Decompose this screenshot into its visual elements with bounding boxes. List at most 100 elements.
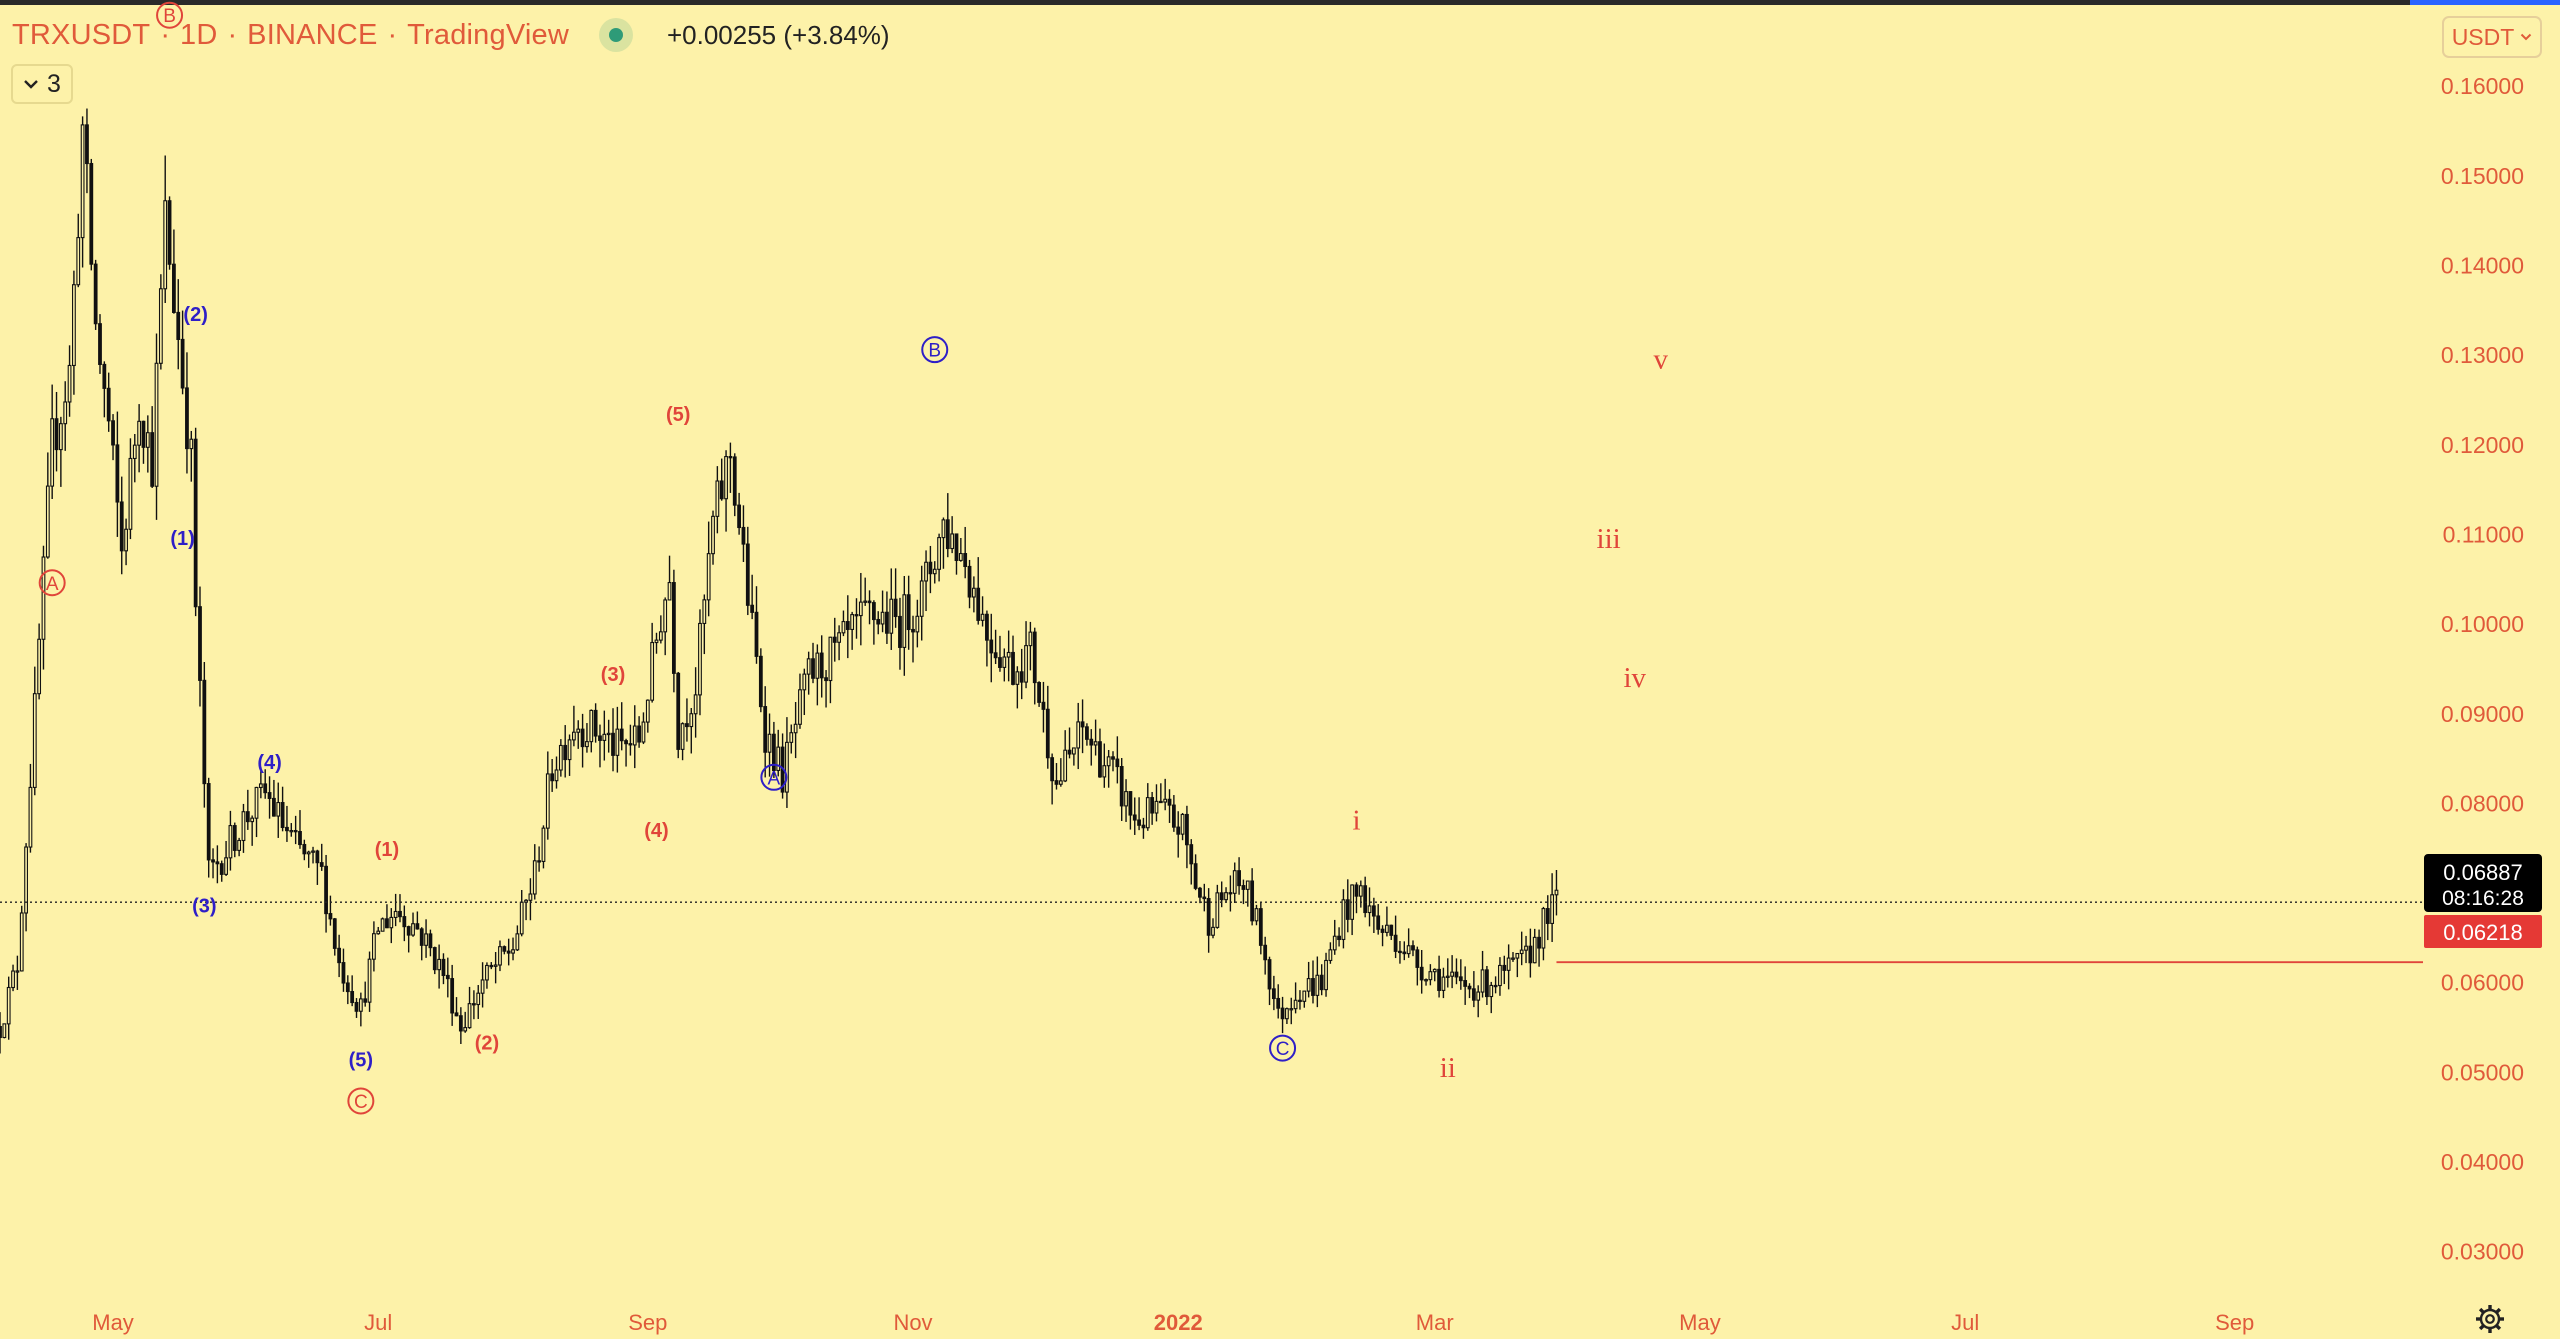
candle-body [289,829,294,833]
candle-body [980,613,985,621]
chevron-down-icon [24,79,38,89]
candle-body [215,861,220,865]
candle-body [454,1012,459,1017]
wave-label: (1) [170,528,194,550]
wave-label: (5) [349,1050,373,1072]
candle-body [1150,797,1155,814]
candle-body [1545,908,1550,924]
candle-body [771,733,776,771]
candle-body [341,962,346,984]
x-tick-label: Jul [364,1310,392,1335]
last-price-tag [2424,854,2542,912]
candle-body [1163,798,1168,803]
candle-body [1437,968,1441,991]
candle-body [989,639,994,654]
gear-icon[interactable] [2474,1303,2506,1335]
candle-body [985,613,989,641]
wave-label-circle [347,1087,375,1115]
candle-body [1232,870,1237,894]
y-tick-label: 0.05000 [2441,1059,2524,1085]
candle-body [1532,936,1537,964]
candle-body [1167,798,1172,806]
candle-body [437,958,442,971]
candle-body [889,598,894,634]
candle-body [1137,819,1141,826]
candle-body [1293,999,1298,1010]
candle-body [1463,980,1468,987]
candle-body [1476,991,1481,1001]
candle-body [154,362,159,487]
candle-body [1180,813,1185,835]
candle-body [871,602,876,621]
candle-body [632,725,637,746]
collapse-indicators-button[interactable]: 3 [11,64,73,104]
candle-body [63,401,68,425]
wave-label: (4) [257,752,281,774]
candle-body [1385,924,1389,933]
candle-body [15,970,20,973]
candle-body [806,658,811,675]
candle-body [1328,949,1333,962]
candle-body [1498,964,1502,987]
candle-body [41,556,46,640]
candle-body [258,783,263,789]
candle-body [645,699,650,723]
candle-body [1267,959,1272,990]
candle-body [554,769,559,782]
candle-body [724,456,728,500]
candle-body [1502,964,1507,971]
candle-body [267,792,272,800]
candle-body [937,537,941,570]
candle-body [567,739,572,761]
candle-body [1245,880,1250,890]
candle-body [1367,905,1372,914]
interval-label[interactable]: 1D [180,18,218,51]
candle-body [137,420,142,446]
candle-body [1006,651,1011,658]
candle-body [463,1027,468,1032]
candle-body [576,728,581,733]
wave-label-circle [760,763,788,791]
platform-label: TradingView [407,18,569,51]
candle-body [580,728,585,748]
candle-body [1306,978,1311,992]
candle-body [1537,936,1541,949]
candle-body [1054,780,1059,785]
candle-body [1319,974,1324,991]
candle-body [458,1015,463,1032]
candle-body [50,418,55,487]
candle-body [763,706,768,753]
level-price-tag [2424,915,2542,948]
candle-body [624,740,628,745]
candle-body [185,387,189,450]
candle-body [1085,726,1089,740]
candle-body [489,964,494,968]
candle-body [1471,988,1476,1001]
wave-label: iii [1597,523,1621,555]
candle-body [124,528,128,552]
market-status-icon[interactable] [598,18,633,52]
candle-body [306,851,311,855]
candle-body [698,622,702,696]
candle-body [1363,885,1368,914]
candle-body [976,587,981,621]
candle-body [963,553,968,568]
candle-body [1376,915,1381,930]
candle-body [119,501,124,552]
candle-body [1354,884,1359,897]
x-tick-label: Nov [893,1310,932,1335]
candle-body [798,689,802,725]
candle-body [19,912,24,972]
candle-body [376,930,381,935]
candle-body [558,744,563,771]
candle-body [676,672,681,750]
currency-selector[interactable]: USDT [2442,16,2542,58]
candle-body [54,418,59,451]
candle-body [115,444,120,503]
candle-body [1076,721,1081,749]
candle-body [58,423,63,451]
candle-body [498,946,502,966]
candle-body [450,978,455,1014]
symbol-name[interactable]: TRXUSDT [12,18,151,51]
